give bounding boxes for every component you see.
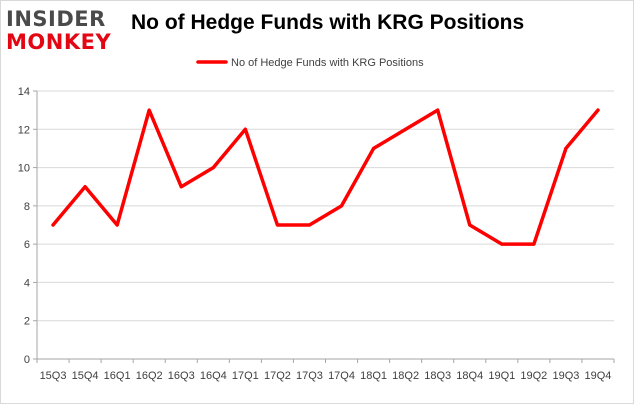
data-point [372,146,376,150]
x-tick-label: 18Q3 [424,370,451,382]
x-tick-label: 16Q1 [104,370,131,382]
y-tick-label: 12 [18,124,30,136]
y-tick-label: 10 [18,163,30,175]
y-tick-label: 14 [18,86,30,98]
data-point [564,146,568,150]
data-point [83,185,87,189]
x-tick-label: 19Q1 [488,370,515,382]
x-tick-label: 16Q4 [200,370,227,382]
data-point [179,185,183,189]
data-point [532,242,536,246]
y-tick-label: 0 [24,354,30,366]
data-point [436,108,440,112]
x-tick-label: 17Q1 [232,370,259,382]
data-point [51,223,55,227]
x-tick-label: 18Q4 [456,370,483,382]
y-tick-label: 8 [24,201,30,213]
series-line [51,108,600,246]
data-point [340,204,344,208]
legend-label: No of Hedge Funds with KRG Positions [231,57,424,69]
x-tick-label: 17Q3 [296,370,323,382]
data-point [596,108,600,112]
x-tick-label: 19Q3 [552,370,579,382]
logo-monkey: MONKEY [6,30,112,54]
x-tick-label: 16Q2 [136,370,163,382]
data-point [404,127,408,131]
x-tick-label: 18Q1 [360,370,387,382]
x-tick-label: 19Q2 [520,370,547,382]
data-point [211,166,215,170]
x-tick-label: 18Q2 [392,370,419,382]
x-tick-label: 15Q4 [72,370,99,382]
x-tick-label: 16Q3 [168,370,195,382]
data-point [275,223,279,227]
x-tick-label: 17Q4 [328,370,355,382]
chart-title: No of Hedge Funds with KRG Positions [131,11,525,34]
y-tick-label: 2 [24,316,30,328]
data-point [307,223,311,227]
data-point [243,127,247,131]
data-point [147,108,151,112]
x-tick-label: 17Q2 [264,370,291,382]
data-point [500,242,504,246]
y-tick-label: 6 [24,239,30,251]
data-point [115,223,119,227]
x-tick-label: 19Q4 [585,370,612,382]
data-point [468,223,472,227]
x-tick-label: 15Q3 [40,370,67,382]
logo-insider: INSIDER [6,7,106,31]
y-tick-label: 4 [24,277,30,289]
